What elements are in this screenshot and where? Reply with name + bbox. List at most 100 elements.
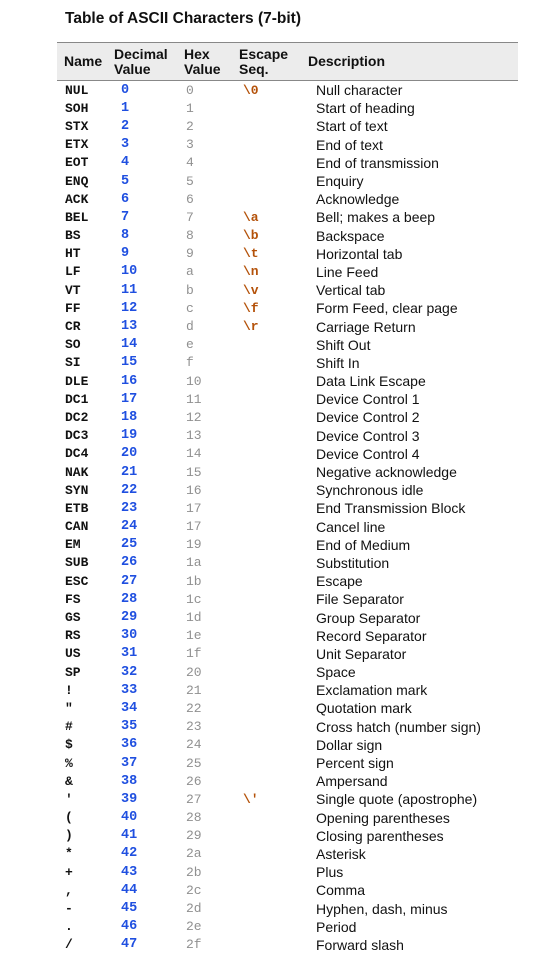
character-name-cell: GS [65, 610, 81, 626]
escape-sequence-cell [239, 718, 308, 736]
table-row: SO 14 e Shift Out [57, 336, 518, 354]
description-cell: Null character [316, 82, 403, 99]
escape-sequence-cell [239, 827, 308, 845]
character-name-cell: ACK [65, 191, 89, 207]
table-row: SYN 22 16 Synchronous idle [57, 481, 518, 499]
description-cell: Ampersand [316, 773, 388, 790]
decimal-value-cell: 35 [121, 719, 138, 735]
decimal-value-cell: 22 [121, 482, 138, 498]
character-name-cell: SI [65, 355, 81, 371]
character-name-cell: CR [65, 319, 81, 335]
character-name-cell: ) [65, 828, 73, 844]
character-name-cell: CAN [65, 519, 89, 535]
decimal-value-cell: 25 [121, 537, 138, 553]
table-row: ! 33 21 Exclamation mark [57, 681, 518, 699]
table-row: VT 11 b \v Vertical tab [57, 281, 518, 299]
hex-value-cell: 2 [186, 118, 194, 134]
escape-sequence-cell [239, 936, 308, 954]
escape-sequence-cell [239, 372, 308, 390]
escape-sequence-cell [239, 190, 308, 208]
decimal-value-cell: 36 [121, 737, 138, 753]
character-name-cell: BEL [65, 209, 89, 225]
decimal-value-cell: 23 [121, 500, 138, 516]
escape-sequence-cell [239, 408, 308, 426]
escape-sequence-cell [239, 736, 308, 754]
decimal-value-cell: 17 [121, 391, 138, 407]
description-cell: Cross hatch (number sign) [316, 718, 481, 735]
table-row: / 47 2f Forward slash [57, 936, 518, 954]
table-row: EOT 4 4 End of transmission [57, 154, 518, 172]
page-title: Table of ASCII Characters (7-bit) [65, 10, 301, 27]
table-row: . 46 2e Period [57, 918, 518, 936]
character-name-cell: NUL [65, 82, 89, 98]
description-cell: Vertical tab [316, 282, 386, 299]
character-name-cell: STX [65, 118, 89, 134]
description-cell: Shift In [316, 354, 360, 371]
table-row: BS 8 8 \b Backspace [57, 227, 518, 245]
column-header-decimal-line1: Decimal [114, 45, 168, 62]
hex-value-cell: 2d [186, 901, 202, 917]
hex-value-cell: 2f [186, 937, 202, 953]
decimal-value-cell: 39 [121, 791, 138, 807]
character-name-cell: SUB [65, 555, 89, 571]
character-name-cell: SYN [65, 482, 89, 498]
hex-value-cell: 1 [186, 100, 194, 116]
description-cell: Negative acknowledge [316, 464, 457, 481]
character-name-cell: ' [65, 791, 73, 807]
table-row: NUL 0 0 \0 Null character [57, 81, 518, 100]
hex-value-cell: 1d [186, 610, 202, 626]
column-header-name: Name [57, 43, 114, 81]
character-name-cell: / [65, 937, 73, 953]
character-name-cell: FF [65, 300, 81, 316]
description-cell: Device Control 2 [316, 409, 420, 426]
ascii-table-container: Name Decimal Value Hex Value Escape Seq.… [57, 42, 518, 954]
hex-value-cell: b [186, 282, 194, 298]
hex-value-cell: 1f [186, 646, 202, 662]
decimal-value-cell: 2 [121, 118, 130, 134]
hex-value-cell: 26 [186, 773, 202, 789]
character-name-cell: DLE [65, 373, 89, 389]
escape-sequence-cell: \n [243, 264, 259, 280]
decimal-value-cell: 0 [121, 82, 130, 98]
escape-sequence-cell [239, 554, 308, 572]
column-header-description-label: Description [308, 53, 386, 69]
table-row: SOH 1 1 Start of heading [57, 99, 518, 117]
character-name-cell: ENQ [65, 173, 89, 189]
escape-sequence-cell [239, 681, 308, 699]
description-cell: End of Medium [316, 536, 411, 553]
table-row: - 45 2d Hyphen, dash, minus [57, 899, 518, 917]
hex-value-cell: 17 [186, 519, 202, 535]
column-header-hex-line2: Value [184, 60, 221, 77]
description-cell: Comma [316, 882, 366, 899]
decimal-value-cell: 31 [121, 646, 138, 662]
description-cell: Start of heading [316, 100, 415, 117]
character-name-cell: ( [65, 810, 73, 826]
description-cell: End of text [316, 136, 383, 153]
description-cell: Opening parentheses [316, 809, 450, 826]
hex-value-cell: 13 [186, 428, 202, 444]
hex-value-cell: 15 [186, 464, 202, 480]
decimal-value-cell: 38 [121, 773, 138, 789]
table-row: FS 28 1c File Separator [57, 590, 518, 608]
hex-value-cell: 22 [186, 700, 202, 716]
description-cell: Shift Out [316, 336, 371, 353]
hex-value-cell: 2b [186, 864, 202, 880]
description-cell: Single quote (apostrophe) [316, 791, 478, 808]
decimal-value-cell: 26 [121, 555, 138, 571]
table-row: LF 10 a \n Line Feed [57, 263, 518, 281]
table-row: BEL 7 7 \a Bell; makes a beep [57, 208, 518, 226]
column-header-escape: Escape Seq. [239, 43, 308, 81]
table-row: SP 32 20 Space [57, 663, 518, 681]
character-name-cell: SOH [65, 100, 89, 116]
character-name-cell: EOT [65, 155, 89, 171]
escape-sequence-cell [239, 699, 308, 717]
decimal-value-cell: 4 [121, 155, 130, 171]
escape-sequence-cell [239, 481, 308, 499]
description-cell: Exclamation mark [316, 682, 428, 699]
description-cell: Period [316, 918, 357, 935]
character-name-cell: + [65, 864, 73, 880]
hex-value-cell: 29 [186, 828, 202, 844]
hex-value-cell: 10 [186, 373, 202, 389]
escape-sequence-cell [239, 463, 308, 481]
decimal-value-cell: 34 [121, 700, 138, 716]
